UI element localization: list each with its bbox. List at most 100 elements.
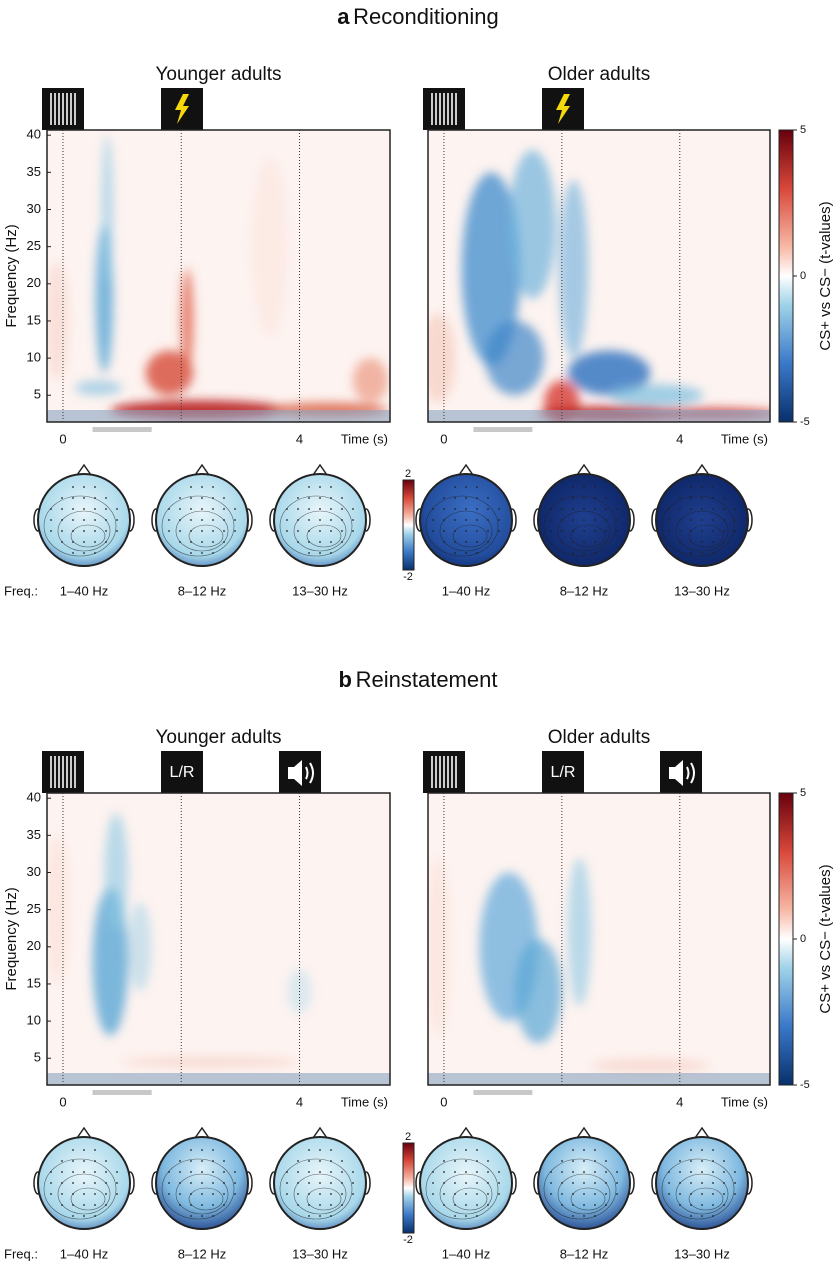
- electrode: [330, 1215, 332, 1217]
- electrode: [712, 530, 714, 532]
- electrode: [61, 530, 63, 532]
- electrode: [179, 530, 181, 532]
- electrode: [605, 1182, 607, 1184]
- electrode: [72, 552, 74, 554]
- electrode: [212, 552, 214, 554]
- heatmap-blob: [252, 157, 288, 336]
- electrode: [465, 519, 467, 521]
- electrode: [297, 1182, 299, 1184]
- topo-nose: [194, 1126, 210, 1139]
- electrode: [465, 1193, 467, 1195]
- electrode: [432, 530, 434, 532]
- grating-bar: [431, 756, 433, 788]
- electrode: [83, 486, 85, 488]
- electrode: [443, 497, 445, 499]
- group-title: Older adults: [548, 727, 650, 748]
- shock-icon: [556, 94, 570, 124]
- electrode: [443, 1160, 445, 1162]
- electrode: [561, 497, 563, 499]
- electrode: [72, 519, 74, 521]
- topo-contour: [306, 524, 342, 548]
- electrode: [308, 1215, 310, 1217]
- y-tick-label: 40: [27, 127, 41, 142]
- electrode: [297, 1193, 299, 1195]
- electrode: [308, 1149, 310, 1151]
- grating-bar: [439, 756, 441, 788]
- y-tick-label: 10: [27, 350, 41, 365]
- electrode: [330, 1171, 332, 1173]
- electrode: [443, 1193, 445, 1195]
- grating-bar: [66, 756, 68, 788]
- electrode: [498, 530, 500, 532]
- electrode: [690, 530, 692, 532]
- group-title: Younger adults: [155, 727, 281, 748]
- y-axis-label: Frequency (Hz): [3, 887, 20, 990]
- electrode: [330, 1149, 332, 1151]
- electrode: [487, 497, 489, 499]
- electrode: [679, 519, 681, 521]
- heatmap-blob: [122, 1056, 300, 1068]
- electrode: [94, 1193, 96, 1195]
- topo-nose: [76, 1126, 92, 1139]
- electrode: [308, 1193, 310, 1195]
- electrode: [487, 541, 489, 543]
- electrode: [476, 1193, 478, 1195]
- electrode: [212, 1204, 214, 1206]
- colorbar: [778, 792, 794, 1086]
- electrode: [352, 1171, 354, 1173]
- electrode: [105, 1160, 107, 1162]
- electrode: [286, 1171, 288, 1173]
- electrode: [572, 1171, 574, 1173]
- electrode: [223, 519, 225, 521]
- panel-title: b Reinstatement: [339, 667, 498, 692]
- electrode: [83, 508, 85, 510]
- topo-nose: [576, 463, 592, 476]
- band-label: 13–30 Hz: [674, 1246, 730, 1261]
- electrode: [341, 1182, 343, 1184]
- y-tick-label: 40: [27, 790, 41, 805]
- electrode: [201, 530, 203, 532]
- electrode: [190, 508, 192, 510]
- electrode: [212, 1215, 214, 1217]
- frame: [46, 792, 391, 1086]
- electrode: [583, 497, 585, 499]
- topo-contour: [570, 1187, 606, 1211]
- electrode: [616, 1171, 618, 1173]
- electrode: [712, 519, 714, 521]
- electrode: [116, 1193, 118, 1195]
- topo-colorbar: [402, 1142, 415, 1234]
- electrode: [297, 1204, 299, 1206]
- topo-nose: [694, 463, 710, 476]
- y-tick-label: 25: [27, 238, 41, 253]
- electrode: [201, 1149, 203, 1151]
- electrode: [679, 530, 681, 532]
- topo-colorbar-tick-label: -2: [403, 571, 413, 583]
- electrode: [476, 508, 478, 510]
- grating-bar: [58, 756, 60, 788]
- electrode: [190, 486, 192, 488]
- electrode: [50, 530, 52, 532]
- band-label: 1–40 Hz: [442, 583, 490, 598]
- y-tick-label: 25: [27, 901, 41, 916]
- topo-colorbar: [402, 479, 415, 571]
- electrode: [308, 552, 310, 554]
- electrode: [487, 1204, 489, 1206]
- electrode: [690, 1182, 692, 1184]
- electrode: [201, 1171, 203, 1173]
- band-row-label: Freq.:: [4, 583, 38, 598]
- electrode: [690, 1215, 692, 1217]
- electrode: [94, 1149, 96, 1151]
- x-axis-label: Time (s): [341, 431, 388, 446]
- electrode: [561, 1193, 563, 1195]
- x-axis-label: Time (s): [721, 1094, 768, 1109]
- electrode: [668, 508, 670, 510]
- y-axis-label: Frequency (Hz): [3, 224, 20, 327]
- electrode: [94, 541, 96, 543]
- grating-bar: [54, 756, 56, 788]
- electrode: [476, 552, 478, 554]
- electrode: [341, 1171, 343, 1173]
- electrode: [179, 1182, 181, 1184]
- electrode: [454, 497, 456, 499]
- electrode: [723, 519, 725, 521]
- electrode: [105, 519, 107, 521]
